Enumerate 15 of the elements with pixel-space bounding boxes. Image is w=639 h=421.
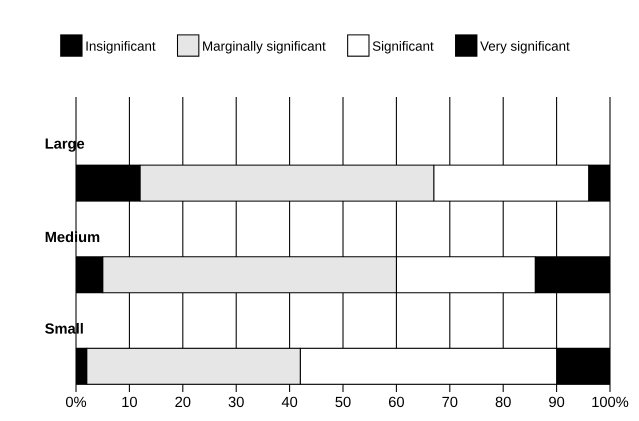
legend-label: Insignificant — [86, 41, 156, 54]
legend-label: Very significant — [480, 41, 570, 54]
legend-label: Marginally significant — [203, 41, 326, 54]
x-tick-label: 90 — [549, 396, 564, 408]
x-tick-label: 100% — [592, 396, 628, 408]
x-tick-label: 50 — [335, 396, 351, 408]
x-tick-label: 80 — [496, 396, 511, 408]
x-tick-label: 40 — [282, 396, 298, 408]
x-tick-label: 20 — [175, 396, 190, 408]
x-tick-label: 30 — [228, 396, 244, 408]
legend-label: Significant — [372, 41, 434, 54]
x-tick-label: 60 — [389, 396, 404, 408]
x-tick-label: 70 — [442, 396, 458, 408]
x-tick-label: 10 — [122, 396, 137, 408]
x-tick-label: 0% — [66, 396, 86, 408]
